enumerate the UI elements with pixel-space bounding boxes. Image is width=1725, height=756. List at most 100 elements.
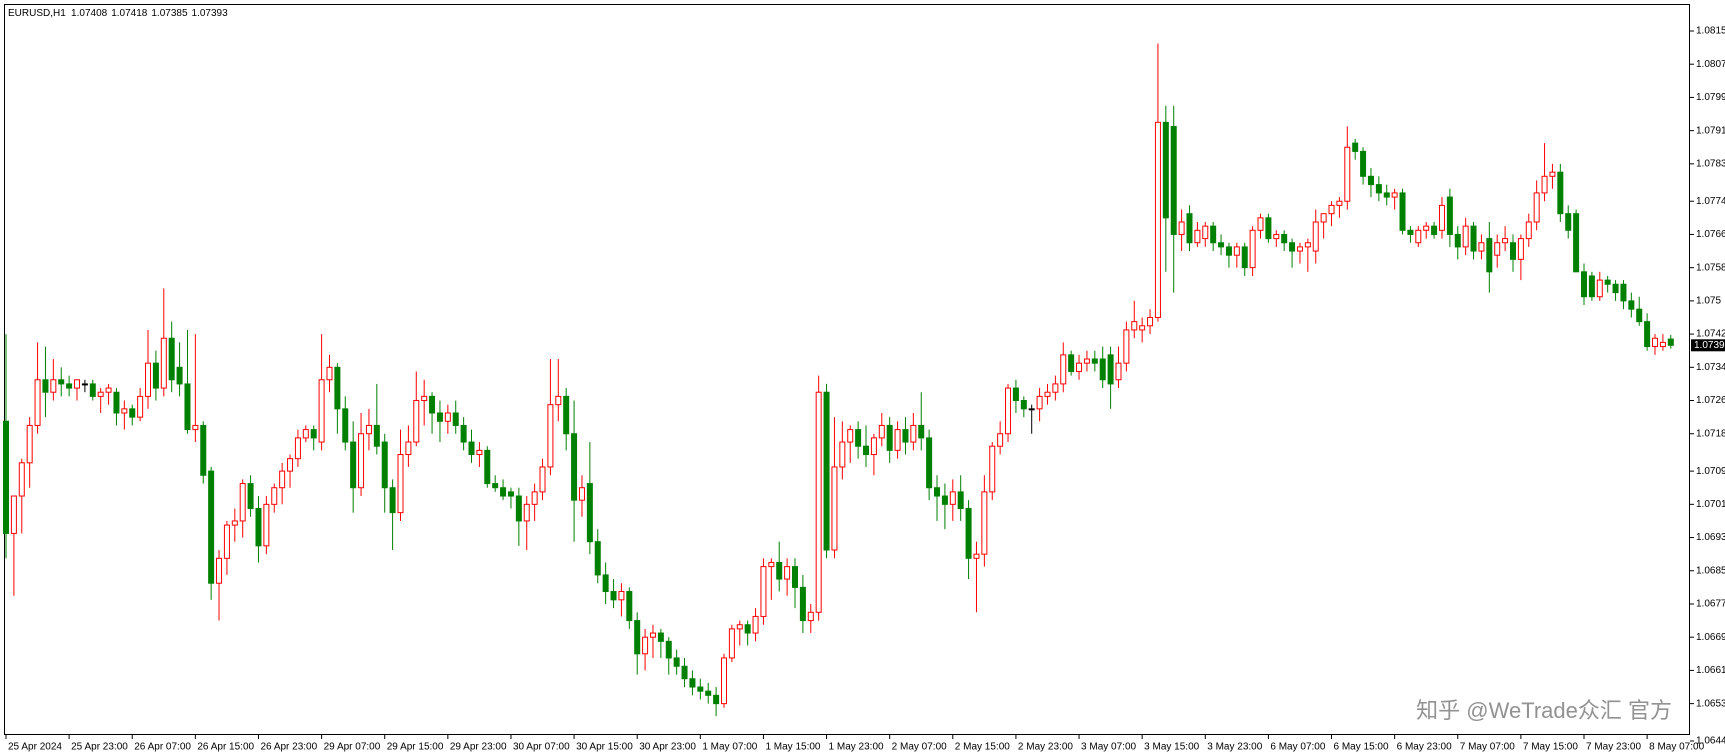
candle-body [1257, 217, 1264, 231]
candle-body [997, 433, 1004, 447]
candle-body [594, 541, 601, 576]
candle-body [1494, 242, 1501, 256]
candle-body [381, 441, 388, 489]
x-tick-label: 3 May 23:00 [1207, 742, 1262, 753]
candle-body [405, 441, 412, 456]
candle-body [1486, 238, 1493, 273]
candle-body [1581, 271, 1587, 298]
candle-body [1454, 233, 1461, 248]
candle-body [539, 466, 546, 493]
x-tick-label: 25 Apr 23:00 [71, 742, 128, 753]
candle-body [34, 379, 41, 426]
candle-body [397, 454, 404, 514]
candle-body [1399, 192, 1406, 231]
candle-body [839, 441, 846, 468]
y-tick-label: 1.0815 [1696, 26, 1725, 37]
candle-body [673, 657, 680, 667]
candle-body [586, 483, 593, 543]
candle-body [1596, 279, 1603, 298]
candle-body [200, 424, 207, 476]
candle-body [697, 686, 704, 692]
candle-body [1194, 229, 1201, 244]
candle-body [689, 678, 696, 688]
candle-body [216, 557, 223, 584]
y-tick-label: 1.0669 [1696, 632, 1725, 643]
x-tick-label: 7 May 07:00 [1460, 742, 1515, 753]
candle-body [555, 395, 562, 406]
candle-body [523, 503, 530, 522]
y-tick-label: 1.0644 [1696, 736, 1725, 747]
candle-body [823, 391, 830, 551]
y-tick-label: 1.0791 [1696, 125, 1725, 136]
candle-body [168, 337, 175, 381]
candle-body [807, 611, 814, 622]
candle-body [878, 424, 885, 439]
candle-body [1636, 308, 1643, 323]
candle-body [389, 487, 396, 514]
candle-body [89, 383, 96, 397]
y-tick-label: 1.0766 [1696, 229, 1725, 240]
candle-body [515, 495, 522, 522]
candle-body [1202, 225, 1209, 240]
candle-body [1446, 196, 1453, 235]
candle-body [760, 566, 767, 617]
candle-body [1644, 321, 1651, 348]
candle-body [460, 424, 467, 443]
candle-body [736, 624, 743, 630]
candle-body [1352, 142, 1359, 152]
x-tick-label: 25 Apr 2024 [8, 742, 62, 753]
x-tick-label: 8 May 07:00 [1649, 742, 1704, 753]
candle-body [934, 487, 941, 497]
candle-body [910, 424, 917, 443]
x-tick-label: 26 Apr 23:00 [260, 742, 317, 753]
candle-body [105, 387, 112, 393]
x-tick-label: 6 May 15:00 [1334, 742, 1389, 753]
candle-body [886, 424, 893, 451]
candle-body [1470, 225, 1477, 252]
candle-body [429, 395, 436, 414]
y-tick-label: 1.0701 [1696, 499, 1725, 510]
candle-body [973, 553, 980, 559]
candle-body [1431, 225, 1438, 235]
candle-body [563, 395, 570, 435]
candle-body [1573, 213, 1580, 273]
candle-body [507, 491, 514, 497]
candle-body [1517, 238, 1524, 260]
y-tick-label: 1.0709 [1696, 466, 1725, 477]
candle-body [1233, 246, 1240, 256]
candle-body [1249, 229, 1256, 269]
candle-body [870, 437, 877, 456]
candle-body [1565, 213, 1572, 231]
candle-body [720, 657, 727, 705]
candle-body [894, 429, 901, 451]
candle-body [444, 412, 451, 422]
candle-body [1083, 358, 1090, 364]
candle-body [255, 507, 262, 547]
candle-body [373, 424, 380, 447]
candle-body [231, 520, 238, 526]
candle-body [1541, 175, 1548, 194]
candle-body [294, 437, 301, 460]
y-tick-label: 1.0693 [1696, 532, 1725, 543]
candle-body [208, 470, 215, 584]
y-tick-label: 1.0653 [1696, 698, 1725, 709]
candle-body [1131, 321, 1138, 331]
candle-body [113, 391, 120, 414]
candle-body [1154, 121, 1161, 318]
candle-body [492, 483, 499, 489]
candle-body [58, 379, 65, 385]
symbol: EURUSD,H1 [8, 8, 66, 19]
candle-body [1407, 229, 1414, 235]
candle-body [1273, 233, 1280, 240]
candle-body [468, 441, 475, 456]
candle-body [981, 491, 988, 555]
candle-body [1139, 325, 1146, 331]
candle-body [421, 395, 428, 402]
candle-body [1320, 213, 1327, 223]
candle-body [1391, 192, 1398, 198]
candle-body [1265, 217, 1272, 240]
candle-body [1036, 395, 1043, 410]
candle-body [1612, 283, 1619, 294]
candle-body [239, 483, 246, 522]
